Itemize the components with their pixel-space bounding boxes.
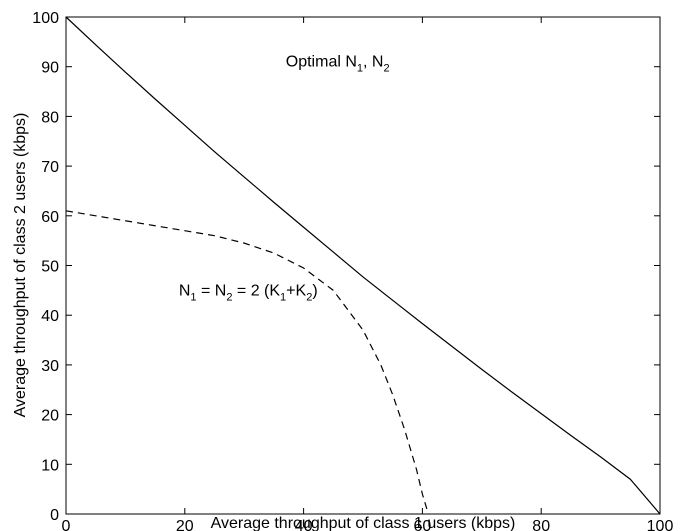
x-tick-label: 20 bbox=[176, 518, 194, 531]
annotation-fragment: 2 bbox=[226, 291, 232, 303]
series-annotation: N1 = N2 = 2 (K1+K2) bbox=[179, 282, 318, 303]
annotation-fragment: 1 bbox=[280, 291, 286, 303]
plot-area-frame bbox=[65, 16, 661, 515]
dashed-series-line bbox=[65, 210, 429, 515]
y-tick-label: 10 bbox=[41, 457, 59, 474]
y-tick-label: 80 bbox=[41, 109, 59, 126]
y-tick-label: 30 bbox=[41, 358, 59, 375]
annotation-fragment: 1 bbox=[357, 63, 363, 75]
x-tick-label: 100 bbox=[647, 518, 674, 531]
y-tick-label: 60 bbox=[41, 209, 59, 226]
axis-tick-labels: 0 20 40 60 80 100 0 10 20 30 40 50 60 70 80 90 100 bbox=[32, 10, 673, 531]
y-tick-label: 100 bbox=[32, 10, 59, 27]
y-tick-label: 0 bbox=[50, 507, 59, 524]
x-tick-label: 0 bbox=[62, 518, 71, 531]
solid-series-line bbox=[65, 16, 661, 515]
y-axis-label: Average throughput of class 2 users (kbp… bbox=[12, 113, 29, 418]
axis-ticks bbox=[65, 16, 661, 515]
y-tick-label: 70 bbox=[41, 159, 59, 176]
x-tick-label: 60 bbox=[414, 518, 432, 531]
annotation-fragment: = 2 (K bbox=[232, 282, 280, 299]
series-annotation: Optimal N1, N2 bbox=[286, 54, 390, 75]
y-tick-label: 50 bbox=[41, 259, 59, 276]
annotation-fragment: 2 bbox=[383, 63, 389, 75]
x-tick-label: 40 bbox=[295, 518, 313, 531]
series-layer bbox=[65, 16, 661, 515]
y-tick-label: 40 bbox=[41, 308, 59, 325]
annotation-fragment: ) bbox=[312, 282, 317, 299]
y-tick-label: 20 bbox=[41, 408, 59, 425]
x-tick-label: 80 bbox=[532, 518, 550, 531]
x-axis-label: Average throughput of class 1 users (kbp… bbox=[211, 515, 516, 531]
annotation-fragment: Optimal N bbox=[286, 54, 357, 71]
annotation-fragment: = N bbox=[197, 282, 227, 299]
annotation-fragment: +K bbox=[286, 282, 306, 299]
annotation-fragment: N bbox=[179, 282, 191, 299]
annotation-fragment: , N bbox=[363, 54, 383, 71]
y-tick-label: 90 bbox=[41, 60, 59, 77]
annotation-fragment: 1 bbox=[190, 291, 196, 303]
annotation-fragment: 2 bbox=[306, 291, 312, 303]
